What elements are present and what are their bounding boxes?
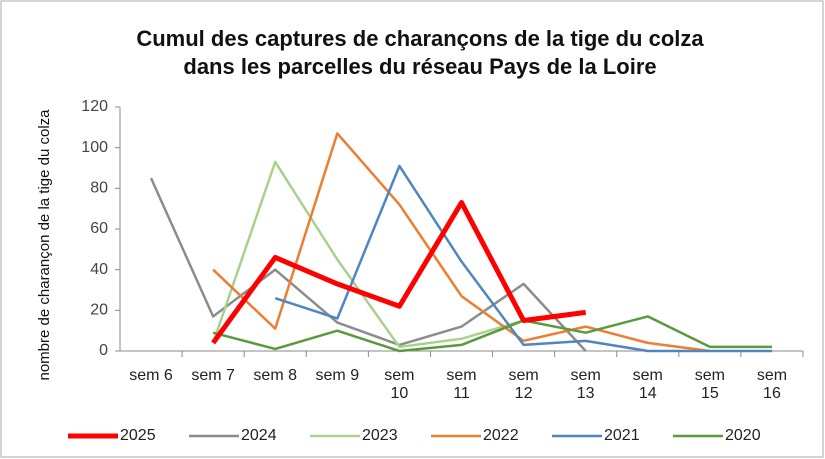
y-tick-label: 40 <box>90 261 108 278</box>
x-tick-label: sem 8 <box>253 367 297 384</box>
legend-label: 2024 <box>241 427 277 444</box>
y-tick-label: 120 <box>81 98 108 115</box>
series-line <box>211 160 524 349</box>
y-tick-label: 60 <box>90 220 108 237</box>
series-line <box>212 315 772 353</box>
y-tick-label: 0 <box>99 342 108 359</box>
chart-title: Cumul des captures de charançons de la t… <box>136 26 704 51</box>
x-tick-label: sem 13 <box>570 367 601 402</box>
y-axis-title: nombre de charançon de la tige du colza <box>36 109 53 381</box>
x-tick-label: sem 7 <box>191 367 235 384</box>
x-tick-label: sem 9 <box>315 367 360 384</box>
legend-label: 2022 <box>483 427 519 444</box>
legend-label: 2020 <box>725 427 761 444</box>
x-tick-label: sem 12 <box>508 367 539 402</box>
chart-title: dans les parcelles du réseau Pays de la … <box>183 54 656 79</box>
series-line <box>149 177 587 352</box>
x-tick-label: sem 16 <box>756 367 788 402</box>
legend-label: 2025 <box>120 427 156 444</box>
y-tick-label: 80 <box>90 180 108 197</box>
series-line <box>274 164 772 353</box>
series-line <box>211 200 587 345</box>
y-tick-label: 100 <box>81 139 108 156</box>
x-tick-label: sem 6 <box>129 367 173 384</box>
legend-label: 2023 <box>362 427 398 444</box>
legend-label: 2021 <box>604 427 640 444</box>
x-tick-label: sem 11 <box>446 367 477 402</box>
series-line <box>212 132 711 353</box>
y-tick-label: 20 <box>90 302 108 319</box>
x-tick-label: sem 10 <box>384 367 415 402</box>
x-tick-label: sem 14 <box>632 367 663 402</box>
x-tick-label: sem 15 <box>694 367 725 402</box>
